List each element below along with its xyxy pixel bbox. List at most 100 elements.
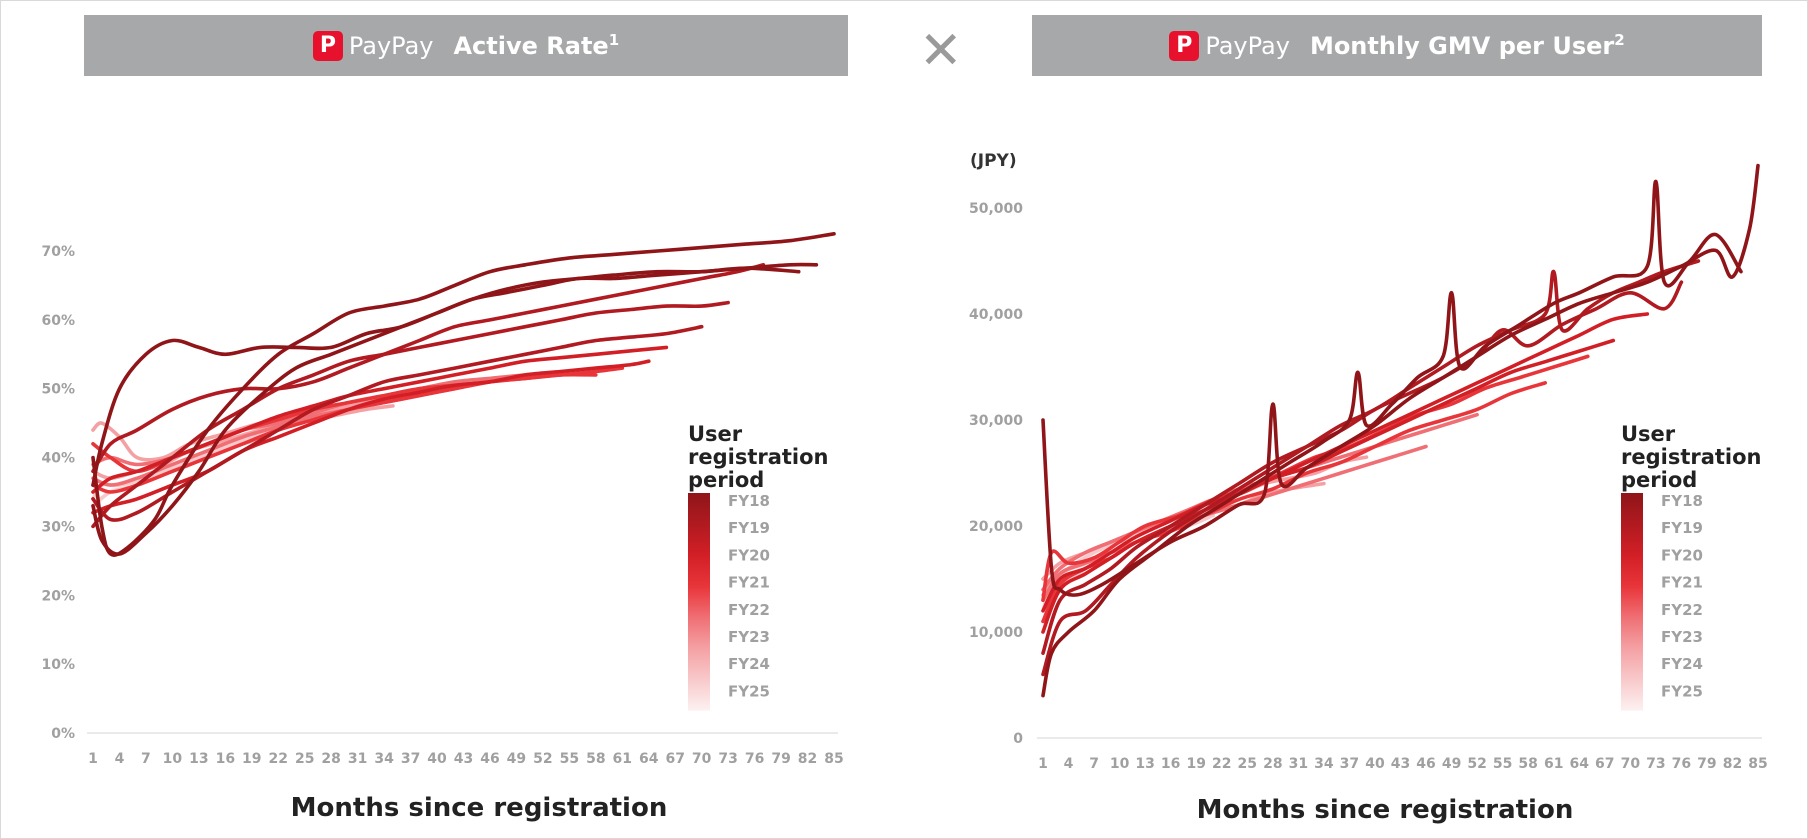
- x-tick-label: 16: [216, 751, 235, 767]
- x-tick-label: 49: [1442, 756, 1461, 772]
- legend-entry-fy24: FY24: [728, 655, 770, 673]
- x-tick-label: 67: [1595, 756, 1614, 772]
- legend-color-bar: [1621, 493, 1643, 711]
- x-tick-label: 19: [1186, 756, 1205, 772]
- x-tick-label: 73: [1646, 756, 1665, 772]
- x-tick-label: 67: [665, 751, 684, 767]
- series-line-fy22: [91, 372, 545, 467]
- legend-entry-fy24: FY24: [1661, 655, 1703, 673]
- legend-title-line: period: [1621, 468, 1697, 492]
- y-axis-unit: (JPY): [970, 151, 1017, 171]
- x-tick-label: 82: [798, 751, 817, 767]
- x-tick-label: 37: [401, 751, 420, 767]
- y-tick-label: 30,000: [969, 413, 1023, 429]
- x-tick-label: 52: [1467, 756, 1486, 772]
- x-tick-label: 34: [374, 751, 394, 767]
- y-tick-label: 50%: [41, 382, 75, 398]
- x-tick-label: 76: [1672, 756, 1691, 772]
- x-tick-label: 61: [1544, 756, 1563, 772]
- y-tick-label: 10%: [41, 657, 75, 673]
- y-tick-label: 50,000: [969, 201, 1023, 217]
- x-axis-title: Months since registration: [1197, 795, 1574, 825]
- series-line-fy20: [1041, 312, 1650, 634]
- legend-title-line: period: [688, 468, 764, 492]
- x-tick-label: 55: [1493, 756, 1512, 772]
- legend-entry-fy22: FY22: [1661, 601, 1703, 619]
- y-tick-label: 40,000: [969, 307, 1023, 323]
- right-chart-banner: P PayPay Monthly GMV per User2: [1032, 15, 1762, 76]
- x-tick-label: 79: [1697, 756, 1716, 772]
- legend-title-line: registration: [688, 445, 829, 469]
- x-tick-label: 43: [454, 751, 473, 767]
- series-line-fy18: [91, 232, 836, 557]
- x-tick-label: 55: [560, 751, 579, 767]
- legend-entry-fy18: FY18: [728, 492, 770, 510]
- x-tick-label: 10: [163, 751, 183, 767]
- legend-entry-fy25: FY25: [728, 682, 770, 700]
- legend-entry-fy18: FY18: [1661, 492, 1703, 510]
- x-tick-label: 76: [745, 751, 764, 767]
- y-tick-label: 40%: [41, 451, 75, 467]
- x-tick-label: 40: [1365, 756, 1385, 772]
- series-line-fy19: [91, 263, 766, 474]
- x-tick-label: 79: [771, 751, 790, 767]
- x-tick-label: 7: [1089, 756, 1099, 772]
- x-tick-label: 43: [1391, 756, 1410, 772]
- x-tick-label: 70: [692, 751, 712, 767]
- paypay-logo-text: PayPay: [1205, 31, 1290, 60]
- series-line-fy21: [91, 372, 598, 494]
- series-line-fy20: [91, 359, 651, 515]
- x-tick-label: 70: [1621, 756, 1641, 772]
- legend-entry-fy19: FY19: [728, 519, 770, 537]
- gmv-per-user-chart: 0 10,000 20,000 30,000 40,000 50,000 1 4 7 10 13 16…: [969, 151, 1768, 825]
- active-rate-chart: 0% 10% 20% 30% 40% 50% 60% 70% 1 4 7 10 13 16 19 22 25 28…: [41, 232, 844, 823]
- paypay-logo-icon: P: [1169, 30, 1200, 61]
- left-chart-title: Active Rate1: [453, 32, 619, 60]
- y-tick-label: 60%: [41, 313, 75, 329]
- y-tick-label: 10,000: [969, 625, 1023, 641]
- x-tick-label: 46: [480, 751, 499, 767]
- series-line-fy18: [1041, 163, 1760, 597]
- legend-entry-fy20: FY20: [1661, 546, 1703, 564]
- x-tick-label: 49: [507, 751, 526, 767]
- x-tick-label: 46: [1416, 756, 1435, 772]
- y-tick-label: 0: [1013, 731, 1023, 747]
- x-tick-label: 64: [639, 751, 659, 767]
- x-tick-label: 31: [1289, 756, 1308, 772]
- x-tick-label: 22: [1212, 756, 1231, 772]
- legend-entry-fy25: FY25: [1661, 682, 1703, 700]
- paypay-logo-icon: P: [312, 30, 343, 61]
- x-tick-label: 31: [348, 751, 367, 767]
- legend-entry-fy22: FY22: [728, 601, 770, 619]
- x-tick-label: 52: [533, 751, 552, 767]
- series-line-fy18: [91, 262, 819, 487]
- x-tick-label: 10: [1110, 756, 1130, 772]
- x-tick-label: 19: [242, 751, 261, 767]
- y-tick-label: 70%: [41, 244, 75, 260]
- x-axis-title: Months since registration: [291, 793, 668, 823]
- series-line-fy21: [1041, 354, 1590, 602]
- y-tick-label: 0%: [51, 726, 75, 742]
- legend-title-line: User: [688, 422, 743, 446]
- series-line-fy19: [91, 300, 730, 529]
- x-tick-label: 13: [189, 751, 208, 767]
- x-tick-label: 28: [1263, 756, 1282, 772]
- x-tick-label: 85: [1748, 756, 1767, 772]
- x-tick-label: 58: [1518, 756, 1537, 772]
- left-chart-footnote-mark: 1: [608, 30, 620, 49]
- legend-entry-fy23: FY23: [1661, 628, 1703, 646]
- series-line-fy18: [91, 266, 801, 556]
- x-tick-label: 7: [141, 751, 151, 767]
- legend-title: User registration period: [1621, 422, 1762, 492]
- series-line-fy19: [91, 324, 704, 522]
- right-chart-footnote-mark: 2: [1614, 30, 1625, 49]
- legend-entry-fy19: FY19: [1661, 519, 1703, 537]
- legend-entry-fy23: FY23: [728, 628, 770, 646]
- x-tick-label: 82: [1723, 756, 1742, 772]
- legend-entry-fy21: FY21: [728, 574, 770, 592]
- series-line-fy23: [1041, 481, 1326, 597]
- x-tick-label: 4: [115, 751, 125, 767]
- left-chart-title-text: Active Rate: [453, 31, 609, 60]
- cross-icon: ✕: [919, 21, 963, 81]
